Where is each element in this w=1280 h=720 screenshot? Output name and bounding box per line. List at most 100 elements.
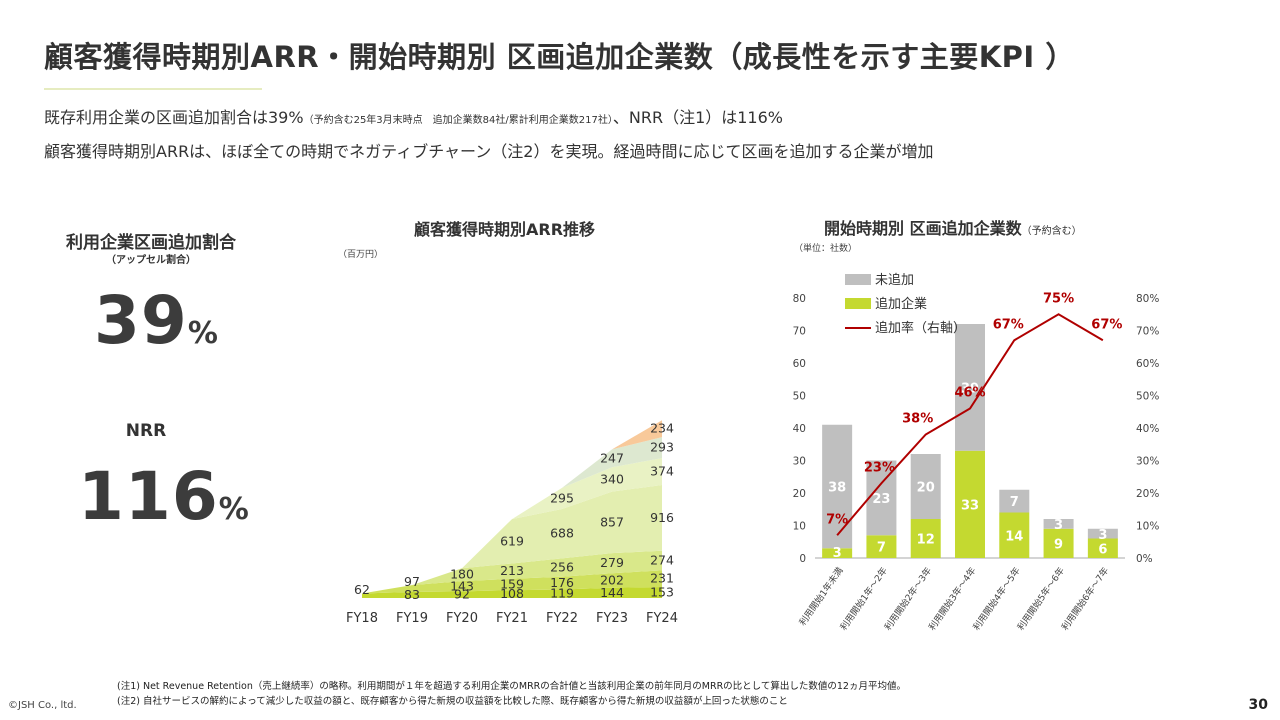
bar-not-added-label: 20 <box>917 481 935 496</box>
upsell-value: 39% <box>94 282 218 359</box>
bar-added-segment <box>999 512 1030 558</box>
arr-data-label: 340 <box>600 471 624 486</box>
upsell-value-unit: % <box>187 316 218 351</box>
arr-x-tick-label: FY19 <box>396 611 428 626</box>
bar-added-segment <box>955 450 985 558</box>
summary-line-1-note-a: （予約含む25年3月末時点 <box>303 115 433 126</box>
upsell-label: 利用企業区画追加割合 <box>66 233 236 253</box>
rate-data-label: 23% <box>864 460 895 475</box>
bar-not-added-segment <box>955 324 985 451</box>
arr-data-label: 180 <box>450 567 474 582</box>
rate-data-label: 67% <box>1091 317 1122 332</box>
arr-data-label: 176 <box>550 575 574 590</box>
bar-not-added-label: 39 <box>961 381 979 396</box>
bar-line-chart: 0 10 20 30 40 50 60 70 80 0% 10% 20% 30% 40% 50% 60% 70%… <box>793 272 1160 633</box>
bar-y2-tick-label: 10% <box>1136 521 1159 533</box>
upsell-value-number: 39 <box>94 282 188 359</box>
bar-not-added-label: 23 <box>872 492 890 507</box>
rate-data-label: 75% <box>1043 291 1074 306</box>
bar-not-added-segment <box>1087 528 1118 539</box>
bar-y2-tick-label: 60% <box>1136 358 1159 370</box>
arr-data-label: 213 <box>500 563 524 578</box>
bar-y-tick-label: 10 <box>793 521 806 533</box>
arr-data-label: 83 <box>404 587 420 602</box>
bar-added-label: 6 <box>1098 542 1107 557</box>
bar-added-segment <box>866 535 897 558</box>
arr-x-tick-label: FY24 <box>646 611 678 626</box>
arr-data-label: 159 <box>500 577 524 592</box>
bar-y2-tick-label: 20% <box>1136 488 1159 500</box>
nrr-value-unit: % <box>218 492 249 527</box>
bar-category-label: 利用開始5年～6年 <box>1014 565 1067 633</box>
bar-not-added-segment <box>999 489 1030 513</box>
bar-y2-tick-label: 0% <box>1136 553 1153 565</box>
bar-category-label: 利用開始2年～3年 <box>882 565 935 633</box>
arr-data-label: 202 <box>600 572 624 587</box>
arr-data-label: 619 <box>500 533 524 548</box>
bar-y-tick-label: 70 <box>793 326 806 338</box>
bar-y2-tick-label: 50% <box>1136 391 1159 403</box>
arr-data-label: 293 <box>650 440 674 455</box>
upsell-sublabel: （アップセル割合） <box>106 255 196 266</box>
bar-added-label: 9 <box>1054 537 1063 552</box>
summary-line-1-tail: 、NRR（注1）は116% <box>612 108 783 127</box>
arr-data-label: 247 <box>600 450 624 465</box>
arr-data-label: 374 <box>650 464 674 479</box>
footnote-1: (注1) Net Revenue Retention（売上継続率）の略称。利用期… <box>117 681 906 692</box>
arr-area-layer <box>562 437 662 488</box>
arr-data-label: 279 <box>600 555 624 570</box>
bar-added-label: 33 <box>961 498 979 513</box>
arr-data-label: 234 <box>650 421 674 436</box>
legend-swatch-added <box>845 298 871 309</box>
arr-data-label: 92 <box>454 587 470 602</box>
nrr-label: NRR <box>125 421 167 441</box>
page-number: 30 <box>1248 697 1268 713</box>
arr-data-label: 857 <box>600 514 624 529</box>
bar-y-tick-label: 40 <box>793 423 806 435</box>
rate-data-label: 46% <box>954 386 985 401</box>
arr-data-label: 97 <box>404 574 420 589</box>
rate-line <box>836 313 1104 536</box>
arr-data-label: 144 <box>600 585 624 600</box>
bar-category-label: 利用開始3年～4年 <box>926 565 979 633</box>
summary-line-1-note-b: 追加企業数84社/累計利用企業数217社） <box>432 115 613 126</box>
bar-added-segment <box>1043 528 1074 558</box>
arr-data-label: 153 <box>650 585 674 600</box>
page-title: 顧客獲得時期別ARR・開始時期別 区画追加企業数（成長性を示す主要KPI ） <box>44 40 1075 74</box>
arr-data-label: 916 <box>650 510 674 525</box>
legend-swatch-not-added <box>845 274 871 285</box>
arr-data-label: 119 <box>550 586 574 601</box>
arr-x-tick-label: FY21 <box>496 611 528 626</box>
bar-y-tick-label: 30 <box>793 456 806 468</box>
bar-added-segment <box>822 548 853 558</box>
bar-not-added-segment <box>910 454 941 519</box>
bar-added-label: 14 <box>1005 529 1023 544</box>
bar-added-label: 3 <box>833 546 842 561</box>
title-underline <box>44 88 262 90</box>
bar-chart-unit: （単位：社数） <box>794 244 858 254</box>
legend-label-added: 追加企業 <box>875 296 927 312</box>
bar-not-added-label: 38 <box>828 481 846 496</box>
arr-data-label: 62 <box>354 582 370 597</box>
arr-data-label: 274 <box>650 553 674 568</box>
arr-area-layer <box>612 420 662 450</box>
summary-line-1: 既存利用企業の区画追加割合は39%（予約含む25年3月末時点 追加企業数84社/… <box>44 104 783 128</box>
bar-not-added-label: 7 <box>1010 495 1019 510</box>
bar-y2-tick-label: 80% <box>1136 293 1159 305</box>
arr-data-label: 108 <box>500 586 524 601</box>
bar-added-segment <box>910 519 941 558</box>
bar-category-label: 利用開始1年未満 <box>796 565 845 628</box>
arr-data-label: 688 <box>550 526 574 541</box>
bar-y2-tick-label: 30% <box>1136 456 1159 468</box>
arr-data-label: 231 <box>650 571 674 586</box>
nrr-value: 116% <box>78 458 249 535</box>
arr-chart-unit: （百万円） <box>338 250 384 260</box>
bar-y-tick-label: 80 <box>793 293 806 305</box>
legend-label-rate: 追加率（右軸） <box>875 320 966 336</box>
rate-data-label: 38% <box>902 412 933 427</box>
bar-y-tick-label: 0 <box>799 553 806 565</box>
arr-x-tick-label: FY18 <box>346 611 378 626</box>
bar-added-label: 7 <box>877 541 886 556</box>
arr-area-layer <box>412 550 662 586</box>
arr-area-layer <box>512 458 662 520</box>
